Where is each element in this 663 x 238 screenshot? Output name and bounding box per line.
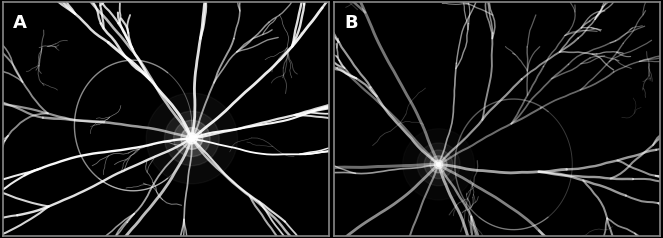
Circle shape [430,156,447,173]
Text: B: B [344,14,357,32]
Circle shape [164,111,219,166]
Circle shape [186,133,198,144]
Circle shape [417,143,460,186]
Circle shape [189,136,194,141]
Circle shape [181,128,203,149]
Circle shape [436,162,441,167]
Circle shape [434,160,443,169]
Circle shape [174,120,210,157]
Text: A: A [13,14,27,32]
Circle shape [424,150,453,178]
